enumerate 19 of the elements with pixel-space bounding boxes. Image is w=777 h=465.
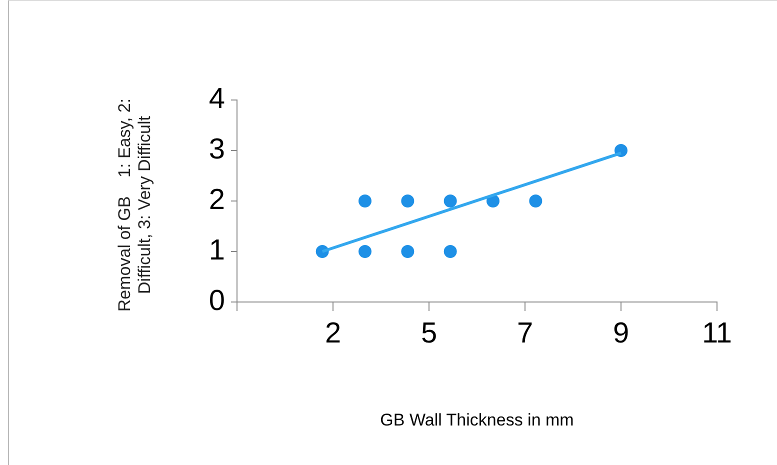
y-tick-label: 2 bbox=[208, 184, 225, 216]
y-tick-label: 0 bbox=[208, 285, 225, 317]
x-tick-label: 7 bbox=[516, 317, 534, 350]
x-tick-label: 9 bbox=[612, 317, 630, 350]
y-tick-label: 3 bbox=[208, 134, 225, 166]
y-tick-label: 4 bbox=[208, 83, 225, 115]
point bbox=[529, 194, 542, 208]
x-tick-label: 11 bbox=[702, 317, 732, 350]
x-axis-title: GB Wall Thickness in mm bbox=[380, 410, 574, 430]
point bbox=[444, 194, 457, 208]
point bbox=[444, 245, 457, 258]
x-tick-label: 2 bbox=[324, 317, 342, 350]
point bbox=[401, 245, 414, 258]
point bbox=[358, 194, 372, 208]
point bbox=[401, 194, 414, 208]
y-axis-title: Removal of GB 1: Easy, 2: Difficult, 3: Very Difficult bbox=[115, 97, 155, 314]
x-tick-label: 5 bbox=[420, 317, 438, 350]
point bbox=[358, 245, 372, 258]
y-tick-label: 1 bbox=[208, 234, 225, 266]
